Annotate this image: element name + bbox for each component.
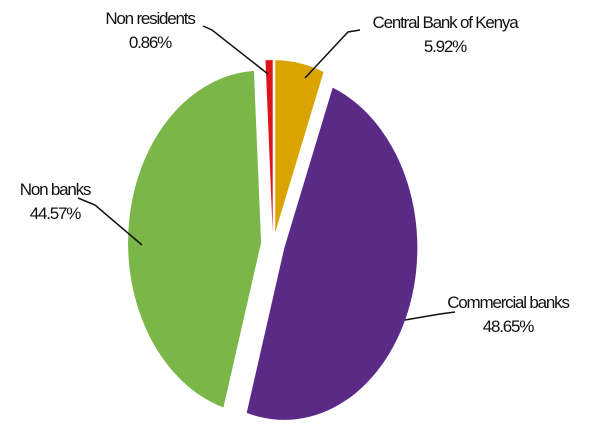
leader-line [202,25,269,75]
pie-slice [275,60,324,233]
pie-slice [265,60,273,233]
slice-value-label: 48.65% [483,317,535,336]
leader-line [404,311,456,321]
slice-value-label: 0.86% [129,33,172,52]
slice-label: Non banks [20,180,91,199]
pie-slice [128,70,262,408]
slice-label: Central Bank of Kenya [373,13,520,32]
slice-label: Non residents [105,9,195,28]
leader-line [77,197,143,246]
pie-slice [246,87,418,420]
slice-value-label: 44.57% [30,204,82,223]
leader-line [304,29,361,79]
slice-value-label: 5.92% [424,37,467,56]
slice-label: Commercial banks [447,293,569,312]
